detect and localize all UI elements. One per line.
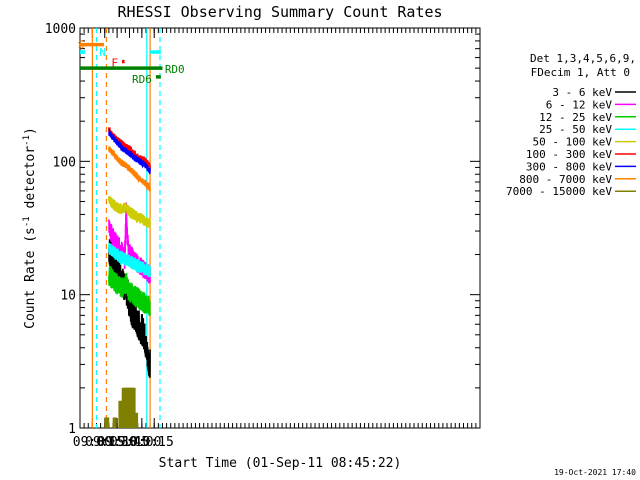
legend-label: 100 - 300 keV xyxy=(526,148,612,161)
series-line xyxy=(108,202,151,284)
y-axis-label-tail: detector xyxy=(23,146,38,217)
x-tick-label: 10:00 xyxy=(122,435,161,450)
y-tick-label: 1000 xyxy=(45,22,76,37)
legend-label: 800 - 7000 keV xyxy=(519,173,612,186)
y-axis-label-close: ) xyxy=(23,127,38,135)
legend-label: 12 - 25 keV xyxy=(539,111,612,124)
flag-label: RD0 xyxy=(165,63,185,76)
y-tick-label: 10 xyxy=(60,289,76,304)
flag-label: N xyxy=(99,46,106,59)
x-tick-label: 09:45 xyxy=(110,435,149,450)
plot-frame xyxy=(79,27,481,429)
series-line xyxy=(108,196,151,229)
flag-label: S xyxy=(78,39,85,52)
x-tick-label: 09:00 xyxy=(73,435,112,450)
legend-label: 6 - 12 keV xyxy=(546,98,613,111)
legend-label: 25 - 50 keV xyxy=(539,123,612,136)
burst-bar xyxy=(131,387,136,428)
y-axis-label-sup1: -1 xyxy=(22,216,32,227)
legend-label: 300 - 800 keV xyxy=(526,160,612,173)
y-axis-label-sup2: -1 xyxy=(22,135,32,146)
burst-bar xyxy=(118,400,123,428)
x-axis-label: Start Time (01-Sep-11 08:45:22) xyxy=(159,456,402,471)
plot-area: 1 10 100 1000 09:0009:1509:3009:4510:0010:15… xyxy=(45,22,481,450)
legend-label: 3 - 6 keV xyxy=(552,86,612,99)
series-line xyxy=(108,265,151,316)
y-tick-label: 1 xyxy=(68,422,76,437)
chart-title: RHESSI Observing Summary Count Rates xyxy=(117,3,442,21)
legend-label: 7000 - 15000 keV xyxy=(506,185,612,198)
y-tick-label: 100 xyxy=(53,155,76,170)
x-tick-label: 10:15 xyxy=(135,435,174,450)
legend: Det 1,3,4,5,6,9, FDecim 1, Att 0 3 - 6 k… xyxy=(506,52,636,198)
timestamp: 19-Oct-2021 17:40 xyxy=(554,468,636,477)
series-line xyxy=(108,242,151,278)
series-line xyxy=(108,146,151,192)
burst-bar xyxy=(134,412,139,428)
burst-bar xyxy=(112,417,117,428)
y-axis-label-main: Count Rate (s xyxy=(23,227,38,329)
flag-label: RD6 xyxy=(132,73,152,86)
series-line xyxy=(108,127,151,175)
x-tick-label: 09:30 xyxy=(98,435,137,450)
legend-label: 50 - 100 keV xyxy=(533,136,613,149)
legend-header-2: FDecim 1, Att 0 xyxy=(531,66,630,79)
flag-label: F xyxy=(111,57,118,70)
legend-header-1: Det 1,3,4,5,6,9, xyxy=(530,52,636,65)
x-tick-label: 09:15 xyxy=(85,435,124,450)
y-axis-label: Count Rate (s-1 detector-1) xyxy=(22,127,38,329)
burst-bar xyxy=(105,417,110,428)
